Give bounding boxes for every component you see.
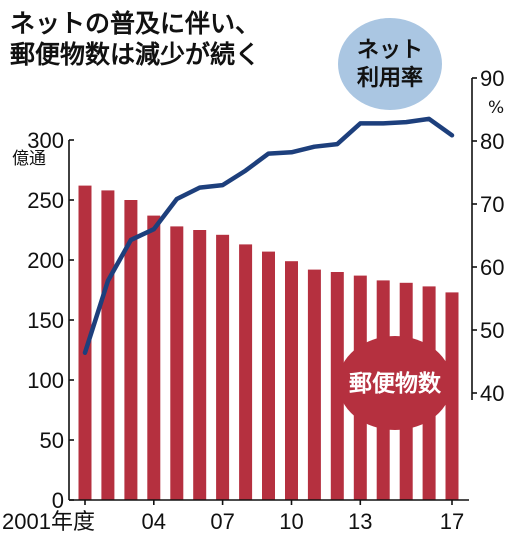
mail-volume-bar bbox=[239, 244, 253, 500]
mail-volume-bar bbox=[170, 226, 184, 500]
right-axis-tick-label: 60 bbox=[480, 255, 504, 280]
right-axis-ticks: 40 50 60 70 80 90 bbox=[472, 66, 504, 406]
left-axis-tick-label: 0 bbox=[52, 488, 64, 513]
left-axis-ticks: 0 50 100 150 200 250 300 bbox=[27, 128, 74, 513]
mail-volume-bars bbox=[78, 185, 459, 501]
mail-volume-bar bbox=[101, 190, 115, 500]
right-axis-unit: % bbox=[488, 98, 504, 118]
net-usage-bubble-line1: ネット bbox=[357, 38, 423, 63]
mail-volume-badge: 郵便物数 bbox=[338, 336, 452, 430]
mail-volume-bar bbox=[216, 234, 230, 501]
left-axis-tick-label: 100 bbox=[27, 368, 64, 393]
mail-volume-badge-shape bbox=[338, 336, 452, 430]
mail-volume-badge-label: 郵便物数 bbox=[349, 370, 442, 397]
left-axis-tick-label: 150 bbox=[27, 308, 64, 333]
x-axis-tick-label: 04 bbox=[142, 509, 166, 534]
mail-volume-bar bbox=[285, 261, 298, 500]
left-axis-tick-label: 50 bbox=[40, 428, 64, 453]
right-axis-tick-label: 70 bbox=[480, 192, 504, 217]
net-usage-bubble-shape bbox=[338, 18, 442, 110]
x-axis-ticks: 2001年度 04 07 10 13 17 bbox=[2, 500, 464, 534]
x-axis-tick-label: 17 bbox=[440, 509, 464, 534]
right-axis-tick-label: 50 bbox=[480, 318, 504, 343]
net-usage-line bbox=[82, 116, 455, 355]
mail-volume-bar bbox=[262, 251, 275, 500]
left-axis-tick-label: 250 bbox=[27, 188, 64, 213]
x-axis-tick-label: 2001年度 bbox=[2, 509, 95, 534]
chart-title-line1: ネットの普及に伴い、 bbox=[10, 9, 260, 38]
right-axis-tick-label: 90 bbox=[480, 66, 504, 91]
x-axis-tick-label: 10 bbox=[279, 509, 303, 534]
left-axis-unit: 億通 bbox=[12, 149, 46, 169]
mail-volume-bar bbox=[445, 292, 459, 500]
mail-volume-bar bbox=[124, 200, 138, 500]
left-axis-tick-label: 300 bbox=[27, 128, 64, 153]
chart-title-line2: 郵便物数は減少が続く bbox=[10, 40, 260, 69]
x-axis-tick-label: 13 bbox=[348, 509, 372, 534]
mail-volume-bar bbox=[330, 272, 344, 500]
net-usage-bubble-line2: 利用率 bbox=[357, 65, 423, 91]
mail-volume-bar bbox=[147, 215, 161, 500]
right-axis-tick-label: 40 bbox=[480, 381, 504, 406]
left-axis-tick-label: 200 bbox=[27, 248, 64, 273]
mail-volume-bar bbox=[307, 269, 321, 500]
x-axis-tick-label: 07 bbox=[210, 509, 234, 534]
right-axis-tick-label: 80 bbox=[480, 129, 504, 154]
mail-volume-bar bbox=[78, 185, 92, 500]
mail-volume-bar bbox=[193, 230, 207, 500]
net-usage-bubble: ネット 利用率 bbox=[338, 18, 442, 110]
